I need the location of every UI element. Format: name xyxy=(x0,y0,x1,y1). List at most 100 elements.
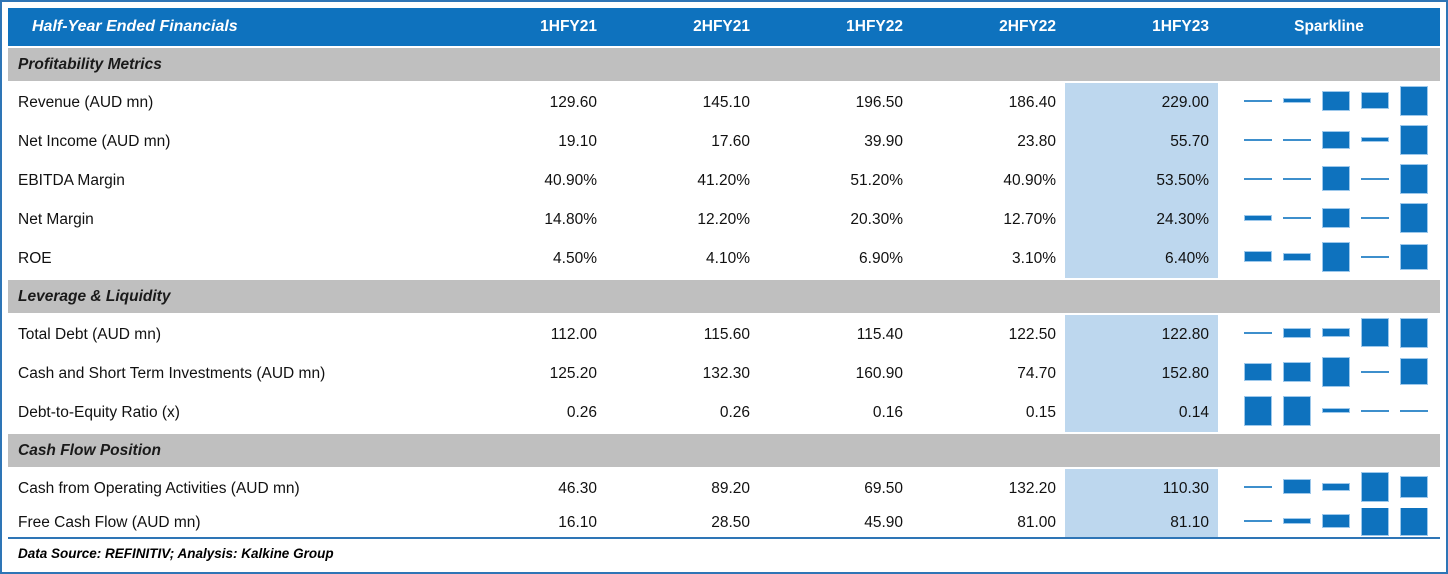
sparkline-bar xyxy=(1361,471,1389,502)
sparkline-bar xyxy=(1283,252,1311,261)
sparkline-chart xyxy=(1218,200,1440,239)
sparkline-bar xyxy=(1283,177,1311,180)
value-cell: 41.20% xyxy=(697,171,750,189)
sparkline-bar xyxy=(1283,395,1311,426)
sparkline-chart xyxy=(1218,161,1440,200)
section-header-profitability: Profitability Metrics xyxy=(8,46,1440,83)
sparkline-bar xyxy=(1322,328,1350,337)
table-title: Half-Year Ended Financials xyxy=(32,18,238,35)
sparkline-bar xyxy=(1400,85,1428,116)
value-cell: 196.50 xyxy=(855,93,903,111)
table-row-total-debt: Total Debt (AUD mn) 112.00 115.60 115.40… xyxy=(8,315,1440,354)
sparkline-bar xyxy=(1400,243,1428,270)
sparkline-bar xyxy=(1361,177,1389,180)
value-cell-highlighted: 55.70 xyxy=(1065,122,1218,161)
value-cell: 4.50% xyxy=(553,249,597,267)
value-cell: 51.20% xyxy=(850,171,903,189)
section-header-leverage-liquidity: Leverage & Liquidity xyxy=(8,278,1440,315)
value-cell: 115.60 xyxy=(703,325,750,343)
value-cell: 132.20 xyxy=(1008,479,1056,497)
sparkline-bar xyxy=(1244,519,1272,522)
sparkline-bar xyxy=(1400,409,1428,412)
table-row-net-margin: Net Margin 14.80% 12.20% 20.30% 12.70% 2… xyxy=(8,200,1440,239)
sparkline-bar xyxy=(1322,90,1350,111)
value-cell: 16.10 xyxy=(558,513,597,531)
row-label: Free Cash Flow (AUD mn) xyxy=(18,513,201,531)
sparkline-bar xyxy=(1400,508,1428,536)
sparkline-chart xyxy=(1218,393,1440,432)
value-cell: 17.60 xyxy=(711,132,750,150)
column-header-1hfy23: 1HFY23 xyxy=(1152,18,1209,35)
sparkline-bar xyxy=(1244,251,1272,262)
value-cell-highlighted: 122.80 xyxy=(1065,315,1218,354)
sparkline-bar xyxy=(1322,241,1350,272)
value-cell: 129.60 xyxy=(549,93,597,111)
sparkline-bar xyxy=(1322,356,1350,387)
table-row-cash-operating: Cash from Operating Activities (AUD mn) … xyxy=(8,469,1440,508)
sparkline-bar xyxy=(1400,358,1428,385)
sparkline-bar xyxy=(1244,214,1272,221)
table-row-ebitda-margin: EBITDA Margin 40.90% 41.20% 51.20% 40.90… xyxy=(8,161,1440,200)
value-cell: 0.15 xyxy=(1025,403,1056,421)
value-cell: 132.30 xyxy=(702,364,750,382)
value-cell: 0.26 xyxy=(719,403,750,421)
sparkline-bar xyxy=(1283,98,1311,103)
sparkline-bar xyxy=(1244,99,1272,102)
value-cell: 12.70% xyxy=(1003,210,1056,228)
value-cell: 0.26 xyxy=(566,403,597,421)
section-header-cash-flow: Cash Flow Position xyxy=(8,432,1440,469)
value-cell: 40.90% xyxy=(544,171,597,189)
row-label: Revenue (AUD mn) xyxy=(18,93,154,111)
sparkline-bar xyxy=(1361,508,1389,536)
value-cell-highlighted: 53.50% xyxy=(1065,161,1218,200)
sparkline-bar xyxy=(1361,216,1389,219)
sparkline-bar xyxy=(1361,92,1389,109)
sparkline-bar xyxy=(1283,138,1311,141)
value-cell: 40.90% xyxy=(1003,171,1056,189)
value-cell: 115.40 xyxy=(856,325,903,343)
value-cell: 81.00 xyxy=(1017,513,1056,531)
value-cell: 0.16 xyxy=(872,403,903,421)
value-cell: 74.70 xyxy=(1017,364,1056,382)
sparkline-bar xyxy=(1322,166,1350,191)
value-cell: 160.90 xyxy=(855,364,903,382)
row-label: ROE xyxy=(18,249,52,267)
value-cell: 125.20 xyxy=(549,364,597,382)
sparkline-bar xyxy=(1283,517,1311,524)
value-cell: 19.10 xyxy=(558,132,597,150)
sparkline-bar xyxy=(1361,409,1389,412)
value-cell-highlighted: 0.14 xyxy=(1065,393,1218,432)
value-cell: 122.50 xyxy=(1008,325,1056,343)
table-row-roe: ROE 4.50% 4.10% 6.90% 3.10% 6.40% xyxy=(8,239,1440,278)
sparkline-bar xyxy=(1283,361,1311,382)
sparkline-bar xyxy=(1244,395,1272,426)
sparkline-chart xyxy=(1218,508,1440,537)
sparkline-bar xyxy=(1400,202,1428,233)
row-label: Debt-to-Equity Ratio (x) xyxy=(18,403,180,421)
table-row-cash-sti: Cash and Short Term Investments (AUD mn)… xyxy=(8,354,1440,393)
value-cell: 46.30 xyxy=(558,479,597,497)
sparkline-bar xyxy=(1322,130,1350,149)
value-cell: 23.80 xyxy=(1017,132,1056,150)
value-cell: 145.10 xyxy=(702,93,750,111)
sparkline-bar xyxy=(1322,513,1350,528)
sparkline-bar xyxy=(1322,408,1350,413)
table-row-net-income: Net Income (AUD mn) 19.10 17.60 39.90 23… xyxy=(8,122,1440,161)
table-header-row: Half-Year Ended Financials 1HFY21 2HFY21… xyxy=(8,8,1440,46)
sparkline-chart xyxy=(1218,354,1440,393)
column-header-2hfy22: 2HFY22 xyxy=(999,18,1056,35)
table-row-free-cash-flow: Free Cash Flow (AUD mn) 16.10 28.50 45.9… xyxy=(8,508,1440,537)
row-label: Total Debt (AUD mn) xyxy=(18,325,161,343)
sparkline-chart xyxy=(1218,315,1440,354)
value-cell: 6.90% xyxy=(859,249,903,267)
sparkline-bar xyxy=(1400,163,1428,194)
sparkline-bar xyxy=(1400,317,1428,348)
row-label: Net Margin xyxy=(18,210,94,228)
value-cell: 89.20 xyxy=(711,479,750,497)
row-label: Cash from Operating Activities (AUD mn) xyxy=(18,479,300,497)
value-cell-highlighted: 110.30 xyxy=(1065,469,1218,508)
row-label: Net Income (AUD mn) xyxy=(18,132,171,150)
value-cell: 20.30% xyxy=(850,210,903,228)
sparkline-bar xyxy=(1244,485,1272,488)
value-cell-highlighted: 229.00 xyxy=(1065,83,1218,122)
